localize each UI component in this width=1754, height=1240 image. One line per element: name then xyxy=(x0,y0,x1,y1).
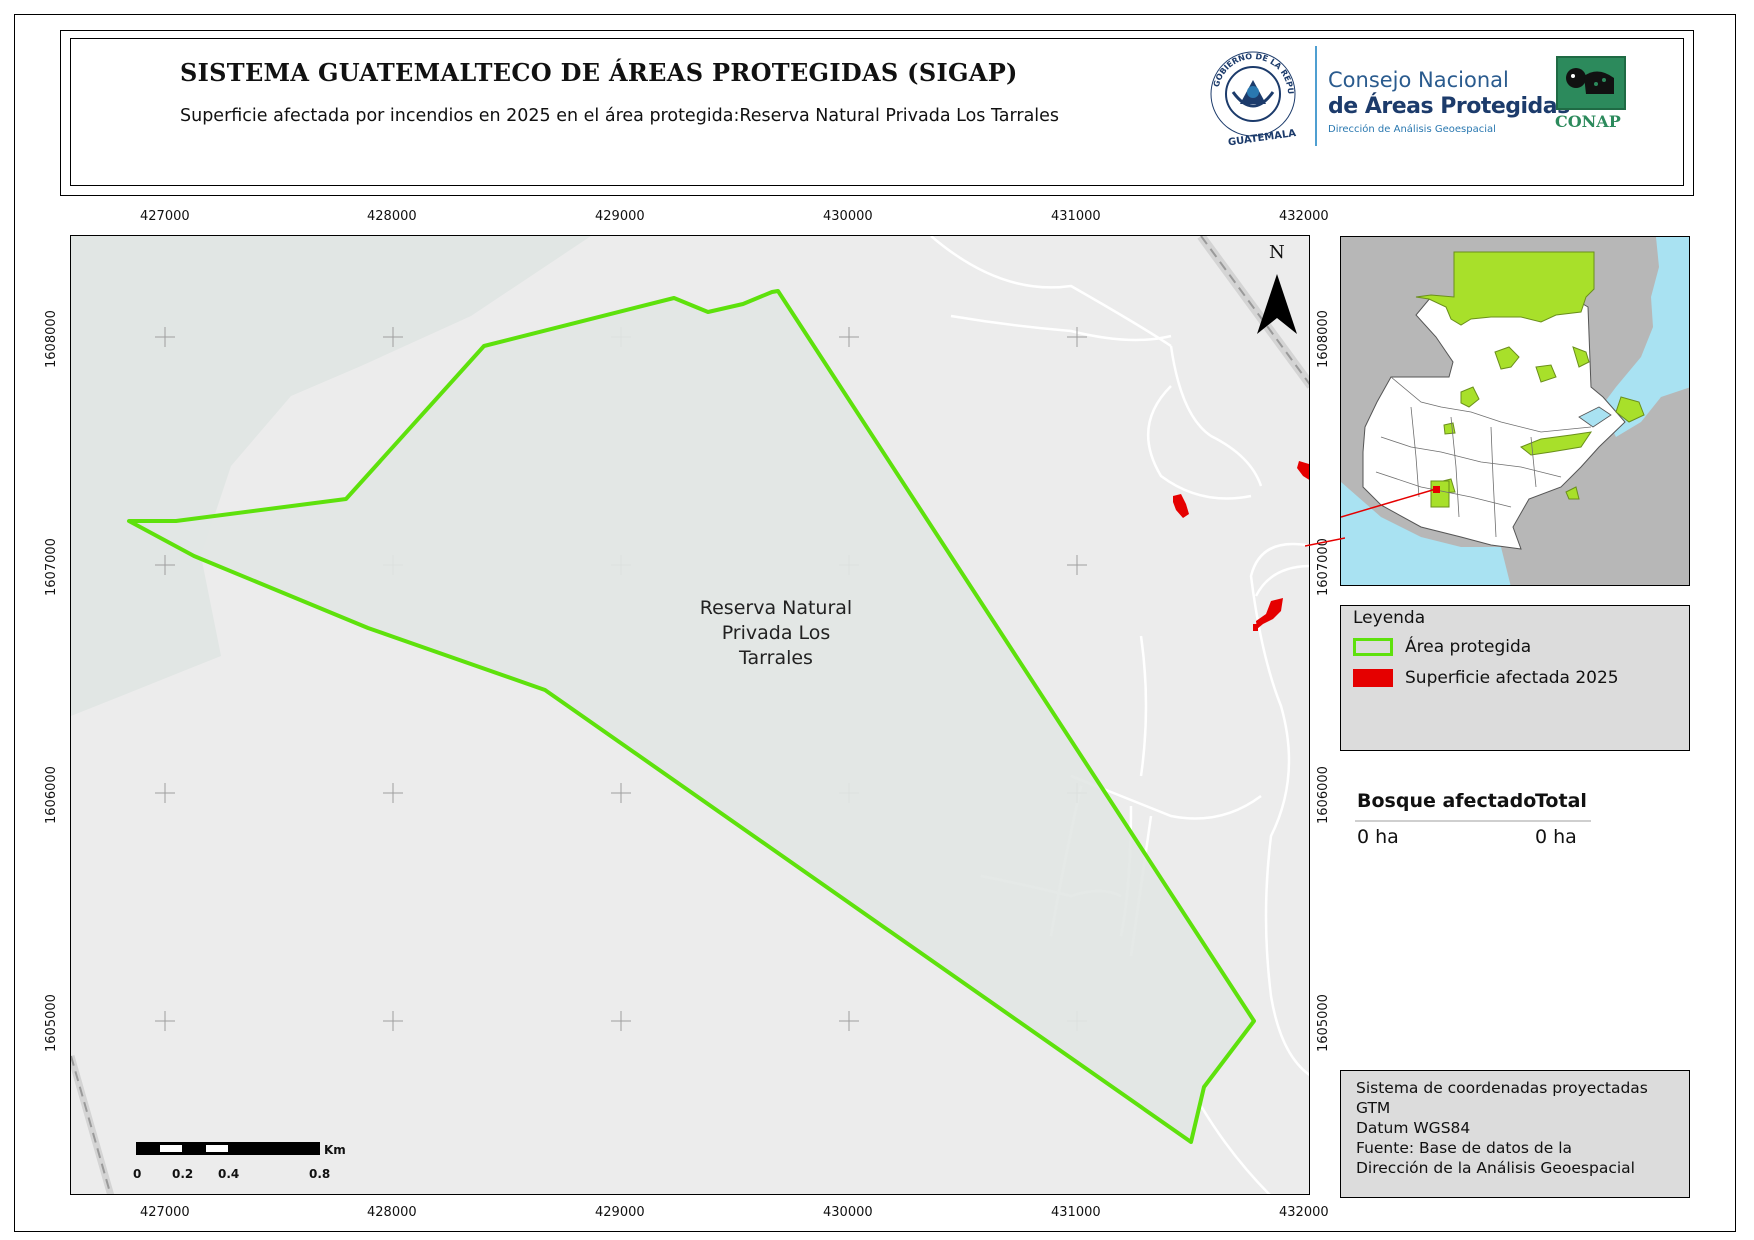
y-tick-left: 1606000 xyxy=(44,766,59,824)
info-line: Fuente: Base de datos de la xyxy=(1356,1139,1572,1157)
conap-name-line2: de Áreas Protegidas xyxy=(1328,94,1570,119)
logos-area: GOBIERNO DE LA REPÚBLICA GUATEMALA Conse… xyxy=(1197,35,1640,152)
scale-label: 0 xyxy=(133,1167,142,1181)
header-frame-inner xyxy=(70,38,1684,186)
north-arrow-icon xyxy=(1257,274,1297,334)
x-tick-bottom: 428000 xyxy=(367,1205,417,1220)
scale-label: 0.8 xyxy=(309,1167,331,1181)
railway-line xyxy=(71,236,1309,1194)
y-tick-left: 1608000 xyxy=(44,310,59,368)
info-box: Sistema de coordenadas proyectadas GTM D… xyxy=(1340,1070,1690,1198)
scale-bar-graphic xyxy=(136,1142,320,1155)
table-value-forest: 0 ha xyxy=(1357,826,1399,848)
terrain-shading xyxy=(71,236,591,716)
x-tick-bottom: 432000 xyxy=(1279,1205,1329,1220)
table-value-total: 0 ha xyxy=(1535,826,1577,848)
legend-title: Leyenda xyxy=(1353,608,1426,628)
legend-protected-area-label: Área protegida xyxy=(1405,637,1532,657)
table-header-total: Total xyxy=(1535,790,1587,812)
table-header-forest: Bosque afectado xyxy=(1357,790,1537,812)
svg-text:GUATEMALA: GUATEMALA xyxy=(1227,128,1297,148)
header-frame-outer xyxy=(60,30,1694,196)
legend-protected-area-symbol xyxy=(1353,638,1393,656)
info-line: Dirección de la Análisis Geoespacial xyxy=(1356,1159,1635,1177)
scale-label: 0.2 xyxy=(172,1167,194,1181)
x-tick-bottom: 427000 xyxy=(140,1205,190,1220)
x-tick-top: 428000 xyxy=(367,209,417,224)
x-tick-top: 432000 xyxy=(1279,209,1329,224)
x-tick-top: 427000 xyxy=(140,209,190,224)
info-line: Sistema de coordenadas proyectadas xyxy=(1356,1079,1648,1097)
legend-affected-surface-symbol xyxy=(1353,669,1393,687)
conap-name-line1: Consejo Nacional xyxy=(1328,68,1509,92)
legend-affected-surface-label: Superficie afectada 2025 xyxy=(1405,668,1619,688)
logo-divider xyxy=(1315,46,1317,146)
conap-name-line3: Dirección de Análisis Geoespacial xyxy=(1328,124,1496,135)
y-tick-right: 1606000 xyxy=(1316,766,1331,824)
inset-map-canvas xyxy=(1341,237,1689,585)
scale-label: 0.4 xyxy=(218,1167,240,1181)
protected-area-label: Reserva Natural Privada Los Tarrales xyxy=(681,596,871,671)
scale-unit: Km xyxy=(324,1143,346,1157)
protected-area-label-line: Reserva Natural xyxy=(699,597,853,619)
affected-surface-patches xyxy=(1173,461,1309,631)
x-tick-bottom: 430000 xyxy=(823,1205,873,1220)
x-tick-bottom: 431000 xyxy=(1051,1205,1101,1220)
page-title: SISTEMA GUATEMALTECO DE ÁREAS PROTEGIDAS… xyxy=(180,58,1018,87)
north-arrow-label: N xyxy=(1269,242,1285,263)
x-tick-top: 430000 xyxy=(823,209,873,224)
inset-locator-map[interactable] xyxy=(1340,236,1690,586)
conap-jaguar-icon xyxy=(1556,56,1626,110)
y-tick-left: 1605000 xyxy=(44,994,59,1052)
y-tick-right: 1608000 xyxy=(1316,310,1331,368)
info-line: GTM xyxy=(1356,1099,1391,1117)
protected-area-polygon[interactable] xyxy=(127,289,1256,1144)
inset-connector-line xyxy=(1305,537,1345,547)
protected-area-label-line: Privada Los xyxy=(721,622,831,644)
conap-wordmark: CONAP xyxy=(1555,112,1621,131)
guatemala-seal-icon: GOBIERNO DE LA REPÚBLICA GUATEMALA xyxy=(1197,35,1297,148)
x-tick-top: 429000 xyxy=(595,209,645,224)
page-frame xyxy=(14,14,1736,1232)
page-subtitle: Superficie afectada por incendios en 202… xyxy=(180,106,1060,126)
info-line: Datum WGS84 xyxy=(1356,1119,1471,1137)
map-canvas xyxy=(71,236,1309,1194)
legend-box: Leyenda Área protegida Superficie afecta… xyxy=(1340,605,1690,751)
protected-area-label-line: Tarrales xyxy=(739,647,813,669)
y-tick-right: 1605000 xyxy=(1316,994,1331,1052)
table-divider xyxy=(1355,820,1591,822)
x-tick-top: 431000 xyxy=(1051,209,1101,224)
y-tick-left: 1607000 xyxy=(44,538,59,596)
x-tick-bottom: 429000 xyxy=(595,1205,645,1220)
main-map[interactable]: Reserva Natural Privada Los Tarrales N xyxy=(70,235,1310,1195)
